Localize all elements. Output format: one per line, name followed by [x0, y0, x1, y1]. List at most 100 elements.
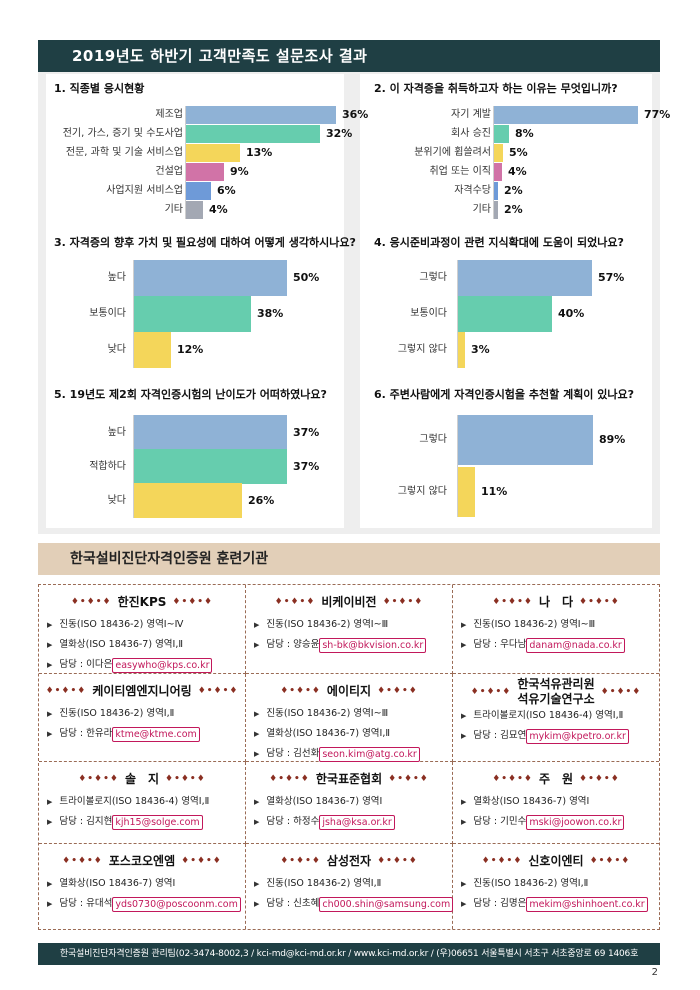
institution-name-row: ♦•♦•♦ 신호이엔티 ♦•♦•♦: [453, 850, 659, 872]
category-label: 보통이다: [410, 308, 447, 319]
bullet-triangle-icon: ▶: [47, 730, 53, 738]
email-link[interactable]: jsha@ksa.or.kr: [319, 814, 395, 830]
item-text: 진동(ISO 18436-2) 영역Ⅰ~Ⅲ: [473, 619, 596, 630]
email-link[interactable]: mykim@kpetro.or.kr: [526, 728, 629, 744]
axis-line: [133, 415, 134, 518]
email-link[interactable]: mekim@shinhoent.co.kr: [526, 896, 648, 912]
diamond-ornament-icon: ♦•♦•♦: [280, 686, 321, 696]
institution-item: ▶ 담당 : 한유라 ktme@ktme.com: [47, 724, 245, 744]
institution-name: 신호이엔티: [528, 853, 584, 868]
bullet-triangle-icon: ▶: [254, 621, 260, 629]
bar: [134, 332, 171, 368]
bar: [494, 106, 638, 124]
diamond-ornament-icon: ♦•♦•♦: [382, 597, 424, 607]
category-label: 기타: [164, 204, 183, 215]
institution-item: ▶ 담당 : 기민수 mski@joowon.co.kr: [461, 812, 659, 832]
institution-item: ▶ 진동(ISO 18436-2) 영역Ⅰ,Ⅱ: [47, 704, 245, 724]
bar: [186, 106, 336, 124]
item-text: 담당 : 이다은: [59, 659, 113, 670]
institution-item: ▶ 트라이볼로지(ISO 18436-4) 영역Ⅰ,Ⅱ: [47, 792, 245, 812]
value-label: 9%: [230, 165, 249, 178]
category-label: 그렇지 않다: [397, 486, 447, 497]
diamond-ornament-icon: ♦•♦•♦: [492, 774, 533, 784]
email-link[interactable]: yds0730@poscoonm.com: [112, 896, 241, 912]
institution-name-row: ♦•♦•♦ 에이티지 ♦•♦•♦: [246, 680, 452, 702]
item-text: 담당 : 유대석: [59, 898, 113, 909]
item-text: 담당 : 김묘연: [473, 730, 527, 741]
item-text: 진동(ISO 18436-2) 영역Ⅰ,Ⅱ: [59, 708, 175, 719]
item-text: 트라이볼로지(ISO 18436-4) 영역Ⅰ,Ⅱ: [473, 710, 624, 721]
bullet-triangle-icon: ▶: [461, 798, 467, 806]
institution-name-row: ♦•♦•♦ 비케이비전 ♦•♦•♦: [246, 591, 452, 613]
email-link[interactable]: mski@joowon.co.kr: [526, 814, 625, 830]
survey-title: 2019년도 하반기 고객만족도 설문조사 결과: [38, 40, 660, 72]
institution-items: ▶ 진동(ISO 18436-2) 영역Ⅰ,Ⅱ ▶ 담당 : 김명은 mekim@shi…: [453, 874, 659, 914]
category-label: 적합하다: [89, 460, 126, 472]
institution-item: ▶ 진동(ISO 18436-2) 영역Ⅰ,Ⅱ: [254, 874, 452, 894]
email-link[interactable]: easywho@kps.co.kr: [112, 657, 213, 673]
category-label: 낮다: [107, 344, 126, 355]
bullet-triangle-icon: ▶: [254, 798, 260, 806]
diamond-ornament-icon: ♦•♦•♦: [579, 597, 620, 607]
institution-name: 삼성전자: [326, 853, 372, 868]
value-label: 12%: [177, 343, 204, 356]
category-label: 사업지원 서비스업: [106, 185, 183, 196]
value-label: 50%: [293, 271, 320, 284]
email-link[interactable]: danam@nada.co.kr: [526, 637, 625, 653]
diamond-ornament-icon: ♦•♦•♦: [388, 774, 429, 784]
category-label: 높다: [107, 272, 126, 283]
item-text: 열화상(ISO 18436-7) 영역Ⅰ,Ⅱ: [59, 639, 184, 650]
email-link[interactable]: seon.kim@atg.co.kr: [319, 746, 420, 762]
diamond-ornament-icon: ♦•♦•♦: [589, 856, 631, 866]
email-link[interactable]: ch000.shin@samsung.com: [319, 896, 454, 912]
institution-items: ▶ 진동(ISO 18436-2) 영역Ⅰ~Ⅲ ▶ 담당 : 우다남 danam@nad…: [453, 615, 659, 655]
institution-card: ♦•♦•♦ 주 원 ♦•♦•♦ ▶ 열화상(ISO 18436-7) 영역Ⅰ ▶ 담당 : …: [453, 762, 659, 844]
institution-items: ▶ 트라이볼로지(ISO 18436-4) 영역Ⅰ,Ⅱ ▶ 담당 : 김묘연 mykim…: [453, 706, 659, 746]
category-label: 취업 또는 이직: [429, 166, 491, 177]
question-1-title: 1. 직종별 응시현황: [54, 82, 145, 95]
institution-items: ▶ 열화상(ISO 18436-7) 영역Ⅰ ▶ 담당 : 기민수 mski@joowo…: [453, 792, 659, 832]
institution-item: ▶ 열화상(ISO 18436-7) 영역Ⅰ: [461, 792, 659, 812]
institution-item: ▶ 열화상(ISO 18436-7) 영역Ⅰ,Ⅱ: [254, 724, 452, 744]
bullet-triangle-icon: ▶: [461, 818, 467, 826]
institution-item: ▶ 담당 : 김선화 seon.kim@atg.co.kr: [254, 744, 452, 764]
bullet-triangle-icon: ▶: [47, 880, 53, 888]
value-label: 37%: [293, 459, 320, 473]
email-link[interactable]: ktme@ktme.com: [112, 726, 200, 742]
question-4-title: 4. 응시준비과정이 관련 지식확대에 도움이 되었나요?: [374, 236, 624, 249]
category-label: 건설업: [155, 166, 183, 177]
institution-name: 한진KPS: [117, 594, 167, 609]
category-label: 제조업: [155, 109, 183, 120]
item-text: 담당 : 우다남: [473, 639, 527, 650]
institutions-header: 한국설비진단자격인증원 훈련기관: [38, 543, 660, 575]
institution-items: ▶ 진동(ISO 18436-2) 영역Ⅰ~Ⅳ ▶ 열화상(ISO 18436-7) …: [39, 615, 245, 675]
institution-items: ▶ 트라이볼로지(ISO 18436-4) 영역Ⅰ,Ⅱ ▶ 담당 : 김지현 kjh15…: [39, 792, 245, 832]
diamond-ornament-icon: ♦•♦•♦: [70, 597, 112, 607]
bullet-triangle-icon: ▶: [461, 641, 467, 649]
item-text: 담당 : 김지현: [59, 816, 113, 827]
item-text: 담당 : 양승윤: [266, 639, 320, 650]
bullet-triangle-icon: ▶: [254, 880, 260, 888]
item-text: 진동(ISO 18436-2) 영역Ⅰ~Ⅳ: [59, 619, 184, 630]
bar: [186, 182, 211, 200]
diamond-ornament-icon: ♦•♦•♦: [45, 686, 87, 696]
item-text: 열화상(ISO 18436-7) 영역Ⅰ,Ⅱ: [266, 728, 391, 739]
category-label: 그렇지 않다: [397, 344, 447, 355]
item-text: 열화상(ISO 18436-7) 영역Ⅰ: [266, 796, 383, 807]
bullet-triangle-icon: ▶: [47, 818, 53, 826]
value-label: 32%: [326, 127, 353, 140]
institution-name-row: ♦•♦•♦ 주 원 ♦•♦•♦: [453, 768, 659, 790]
institution-items: ▶ 열화상(ISO 18436-7) 영역Ⅰ ▶ 담당 : 하정수 jsha@ksa.o…: [246, 792, 452, 832]
institution-item: ▶ 담당 : 김명은 mekim@shinhoent.co.kr: [461, 894, 659, 914]
institution-item: ▶ 진동(ISO 18436-2) 영역Ⅰ~Ⅲ: [254, 615, 452, 635]
email-link[interactable]: kjh15@solge.com: [112, 814, 203, 830]
bullet-triangle-icon: ▶: [47, 710, 53, 718]
bar: [494, 144, 503, 162]
institution-name-row: ♦•♦•♦ 삼성전자 ♦•♦•♦: [246, 850, 452, 872]
institution-card: ♦•♦•♦ 나 다 ♦•♦•♦ ▶ 진동(ISO 18436-2) 영역Ⅰ~Ⅲ ▶ 담당 :…: [453, 585, 659, 674]
email-link[interactable]: sh-bk@bkvision.co.kr: [319, 637, 427, 653]
question-5-title: 5. 19년도 제2회 자격인증시험의 난이도가 어떠하였나요?: [54, 388, 327, 401]
value-label: 89%: [599, 433, 626, 446]
institution-card: ♦•♦•♦ 한진KPS ♦•♦•♦ ▶ 진동(ISO 18436-2) 영역Ⅰ~Ⅳ ▶ 열화…: [39, 585, 246, 674]
bullet-triangle-icon: ▶: [254, 750, 260, 758]
